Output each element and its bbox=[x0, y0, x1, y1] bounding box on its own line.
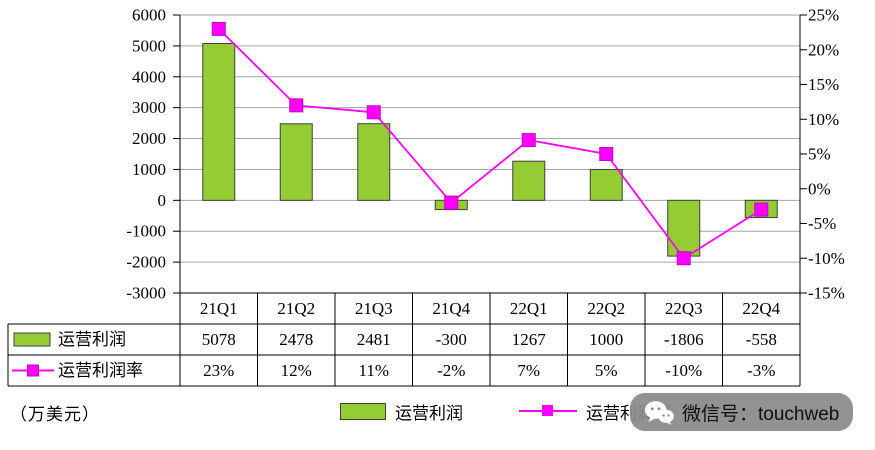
right-axis-label: -10% bbox=[808, 249, 845, 268]
bar-22Q3 bbox=[667, 199, 701, 257]
left-axis-label: 4000 bbox=[132, 67, 166, 86]
right-axis-label: 10% bbox=[808, 110, 839, 129]
category-label: 22Q3 bbox=[665, 299, 703, 318]
left-axis-label: 0 bbox=[158, 191, 167, 210]
table-cell: 5078 bbox=[202, 330, 236, 349]
category-label: 21Q3 bbox=[355, 299, 393, 318]
left-axis-label: 6000 bbox=[132, 6, 166, 25]
category-label: 21Q1 bbox=[200, 299, 238, 318]
right-axis-label: 25% bbox=[808, 6, 839, 25]
legend-line-marker bbox=[542, 405, 553, 416]
table-cell: -1806 bbox=[664, 330, 704, 349]
left-axis-label: 2000 bbox=[132, 129, 166, 148]
table-line-marker bbox=[27, 364, 39, 377]
table-cell: 1267 bbox=[512, 330, 547, 349]
left-axis-label: -2000 bbox=[126, 253, 166, 272]
table-row-label: 运营利润率 bbox=[58, 361, 143, 380]
table-cell: -300 bbox=[436, 330, 467, 349]
category-label: 21Q4 bbox=[432, 299, 470, 318]
wechat-icon bbox=[644, 400, 674, 425]
table-cell: 12% bbox=[281, 361, 312, 380]
right-axis-label: 15% bbox=[808, 75, 839, 94]
right-axis-label: -15% bbox=[808, 284, 845, 303]
table-bar-swatch bbox=[13, 332, 51, 347]
table-cell: 5% bbox=[595, 361, 618, 380]
watermark-text: 微信号：touchweb bbox=[682, 403, 840, 425]
line-marker-21Q1 bbox=[211, 21, 226, 36]
bar-21Q2 bbox=[279, 123, 313, 201]
line-marker-22Q1 bbox=[521, 133, 536, 148]
table-cell: -3% bbox=[747, 361, 775, 380]
table-row-label: 运营利润 bbox=[58, 330, 126, 349]
right-axis-label: 5% bbox=[808, 145, 831, 164]
legend: 运营利润 运营利润率 bbox=[340, 399, 671, 423]
category-label: 22Q4 bbox=[742, 299, 780, 318]
line-marker-21Q4 bbox=[444, 195, 459, 210]
category-label: 22Q1 bbox=[510, 299, 548, 318]
table-cell: 1000 bbox=[589, 330, 623, 349]
table-cell: 7% bbox=[517, 361, 540, 380]
unit-label: （万美元） bbox=[10, 405, 100, 424]
legend-bar-swatch bbox=[340, 402, 386, 420]
line-marker-21Q2 bbox=[289, 98, 304, 113]
right-axis-label: 20% bbox=[808, 40, 839, 59]
line-marker-21Q3 bbox=[366, 105, 381, 120]
left-axis-label: -1000 bbox=[126, 222, 166, 241]
legend-bar-label: 运营利润 bbox=[395, 403, 463, 423]
table-cell: -558 bbox=[746, 330, 777, 349]
left-axis-label: 3000 bbox=[132, 98, 166, 117]
category-label: 22Q2 bbox=[587, 299, 625, 318]
line-marker-22Q3 bbox=[676, 251, 691, 266]
right-axis-label: 0% bbox=[808, 179, 831, 198]
bar-21Q1 bbox=[202, 42, 236, 201]
margin-line bbox=[218, 28, 762, 260]
table-cell: 23% bbox=[203, 361, 234, 380]
line-marker-22Q4 bbox=[754, 202, 769, 217]
right-axis-label: -5% bbox=[808, 214, 836, 233]
table-cell: 2481 bbox=[357, 330, 391, 349]
bar-22Q2 bbox=[589, 168, 623, 201]
category-label: 21Q2 bbox=[277, 299, 315, 318]
left-axis-label: 5000 bbox=[132, 36, 166, 55]
left-axis-label: 1000 bbox=[132, 160, 166, 179]
line-marker-22Q2 bbox=[599, 147, 614, 161]
table-cell: 2478 bbox=[279, 330, 313, 349]
bar-22Q1 bbox=[512, 160, 546, 201]
left-axis-label: -3000 bbox=[126, 284, 166, 303]
bar-21Q3 bbox=[357, 123, 391, 201]
table-cell: -10% bbox=[665, 361, 702, 380]
table-cell: -2% bbox=[437, 361, 465, 380]
table-cell: 11% bbox=[358, 361, 389, 380]
watermark: 微信号：touchweb bbox=[630, 393, 854, 431]
legend-line-swatch bbox=[519, 405, 577, 416]
